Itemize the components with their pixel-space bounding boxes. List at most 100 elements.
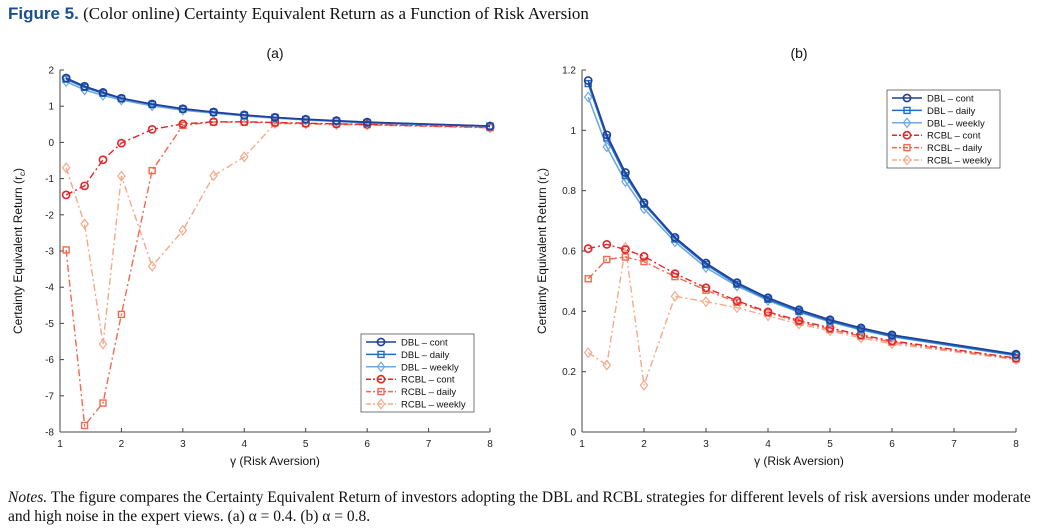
legend-swatch-marker bbox=[376, 374, 386, 384]
series-dblcont bbox=[583, 76, 1021, 359]
legend-label: RCBL – weekly bbox=[401, 400, 466, 411]
x-tick-label: 7 bbox=[951, 439, 957, 450]
data-point bbox=[147, 99, 157, 109]
data-point bbox=[621, 253, 630, 261]
y-tick-label: 1 bbox=[48, 102, 54, 113]
legend-box bbox=[886, 89, 1001, 169]
y-tick-label: -3 bbox=[45, 247, 54, 258]
data-point bbox=[98, 155, 108, 165]
data-point bbox=[332, 116, 341, 126]
x-tick-label: 6 bbox=[364, 439, 370, 450]
chart-b: (b) 1 2 3 4 5 6 7 8 0 0.2 0.4 0.6 0.8 1 1.2 γ (Risk Aver… bbox=[535, 45, 1021, 468]
series-line bbox=[65, 77, 491, 127]
chart-title: (b) bbox=[790, 45, 807, 61]
data-point bbox=[362, 117, 372, 127]
x-tick-label: 8 bbox=[1013, 439, 1019, 450]
data-point bbox=[583, 91, 593, 103]
chart-a: (a) 1 2 3 4 5 6 7 8 -8 -7 -6 -5 -4 -3 -2 -1 0 1 2 γ (Risk Av… bbox=[11, 45, 495, 468]
notes-text: The figure compares the Certainty Equiva… bbox=[8, 489, 1031, 525]
data-point bbox=[583, 244, 593, 253]
series-rcblcont bbox=[583, 239, 1021, 363]
series-line bbox=[65, 122, 491, 345]
legend-label: DBL – weekly bbox=[927, 118, 985, 129]
data-point bbox=[639, 198, 649, 208]
figure-notes: Notes. The figure compares the Certainty… bbox=[8, 488, 1033, 526]
data-point bbox=[178, 224, 188, 236]
x-tick-label: 2 bbox=[641, 439, 647, 450]
series-line bbox=[65, 121, 491, 196]
data-point bbox=[117, 93, 126, 103]
y-tick-label: -4 bbox=[45, 283, 54, 294]
data-point bbox=[301, 114, 311, 124]
y-tick-label: 0 bbox=[48, 138, 54, 149]
data-point bbox=[621, 245, 630, 254]
data-point bbox=[701, 296, 711, 308]
x-tick-label: 2 bbox=[119, 439, 125, 450]
y-tick-label: -7 bbox=[45, 391, 54, 402]
data-point bbox=[99, 399, 107, 407]
data-point bbox=[584, 275, 592, 283]
data-point bbox=[670, 233, 680, 242]
x-tick-label: 3 bbox=[180, 439, 186, 450]
x-tick-label: 1 bbox=[57, 439, 63, 450]
data-point bbox=[80, 421, 89, 430]
data-point bbox=[639, 379, 649, 391]
legend-swatch-marker bbox=[903, 106, 911, 115]
y-axis-label: Certainty Equivalent Return (rc) bbox=[11, 168, 27, 334]
data-point bbox=[80, 181, 89, 191]
y-tick-label: -6 bbox=[45, 355, 54, 366]
data-point bbox=[701, 258, 711, 268]
figure-title-text: (Color online) Certainty Equivalent Retu… bbox=[83, 4, 589, 23]
data-point bbox=[856, 323, 866, 333]
data-point bbox=[209, 107, 218, 117]
data-point bbox=[621, 168, 630, 177]
data-point bbox=[732, 278, 742, 288]
data-point bbox=[147, 124, 157, 134]
y-tick-label: -1 bbox=[45, 174, 54, 185]
series-line bbox=[587, 247, 1017, 386]
data-point bbox=[98, 338, 108, 350]
legend-swatch-marker bbox=[377, 387, 385, 396]
data-point bbox=[117, 138, 126, 148]
y-tick-label: -2 bbox=[45, 210, 54, 221]
data-point bbox=[583, 76, 593, 85]
data-point bbox=[148, 166, 156, 175]
series-dblcont bbox=[61, 73, 495, 131]
legend-swatch-marker bbox=[377, 350, 385, 359]
legend-label: RCBL – daily bbox=[927, 143, 982, 154]
data-point bbox=[583, 347, 593, 359]
y-tick-label: 0.4 bbox=[562, 307, 576, 318]
data-point bbox=[763, 307, 773, 317]
legend-label: RCBL – daily bbox=[401, 387, 456, 398]
data-point bbox=[178, 104, 188, 114]
legend-label: RCBL – cont bbox=[927, 131, 981, 142]
x-tick-label: 5 bbox=[303, 439, 309, 450]
data-point bbox=[80, 218, 89, 230]
series-rcblweekly bbox=[61, 118, 495, 350]
legend-swatch-marker bbox=[376, 337, 386, 347]
x-axis-label: γ (Risk Aversion) bbox=[230, 454, 320, 468]
y-tick-label: -5 bbox=[45, 319, 54, 330]
data-point bbox=[602, 130, 612, 140]
y-axis-label: Certainty Equivalent Return (rc) bbox=[535, 168, 551, 334]
legend-label: RCBL – cont bbox=[401, 375, 455, 386]
x-axis-label: γ (Risk Aversion) bbox=[754, 454, 844, 468]
y-tick-label: -8 bbox=[45, 428, 54, 439]
x-tick-label: 6 bbox=[889, 439, 895, 450]
legend-swatch-marker bbox=[902, 130, 912, 140]
series-line bbox=[588, 243, 1017, 359]
y-tick-label: 2 bbox=[48, 66, 54, 77]
legend-label: DBL – daily bbox=[927, 106, 975, 117]
series-rcblcont bbox=[61, 117, 495, 200]
legend-label: DBL – cont bbox=[927, 94, 974, 105]
data-point bbox=[209, 170, 218, 182]
data-point bbox=[602, 359, 612, 371]
x-tick-label: 4 bbox=[242, 439, 248, 450]
legend-swatch-marker bbox=[902, 93, 912, 103]
data-point bbox=[670, 269, 680, 279]
y-tick-label: 0.6 bbox=[562, 247, 576, 258]
legend-label: RCBL – weekly bbox=[927, 156, 992, 167]
legend-swatch-marker bbox=[902, 117, 912, 129]
legend-label: DBL – weekly bbox=[401, 362, 459, 373]
